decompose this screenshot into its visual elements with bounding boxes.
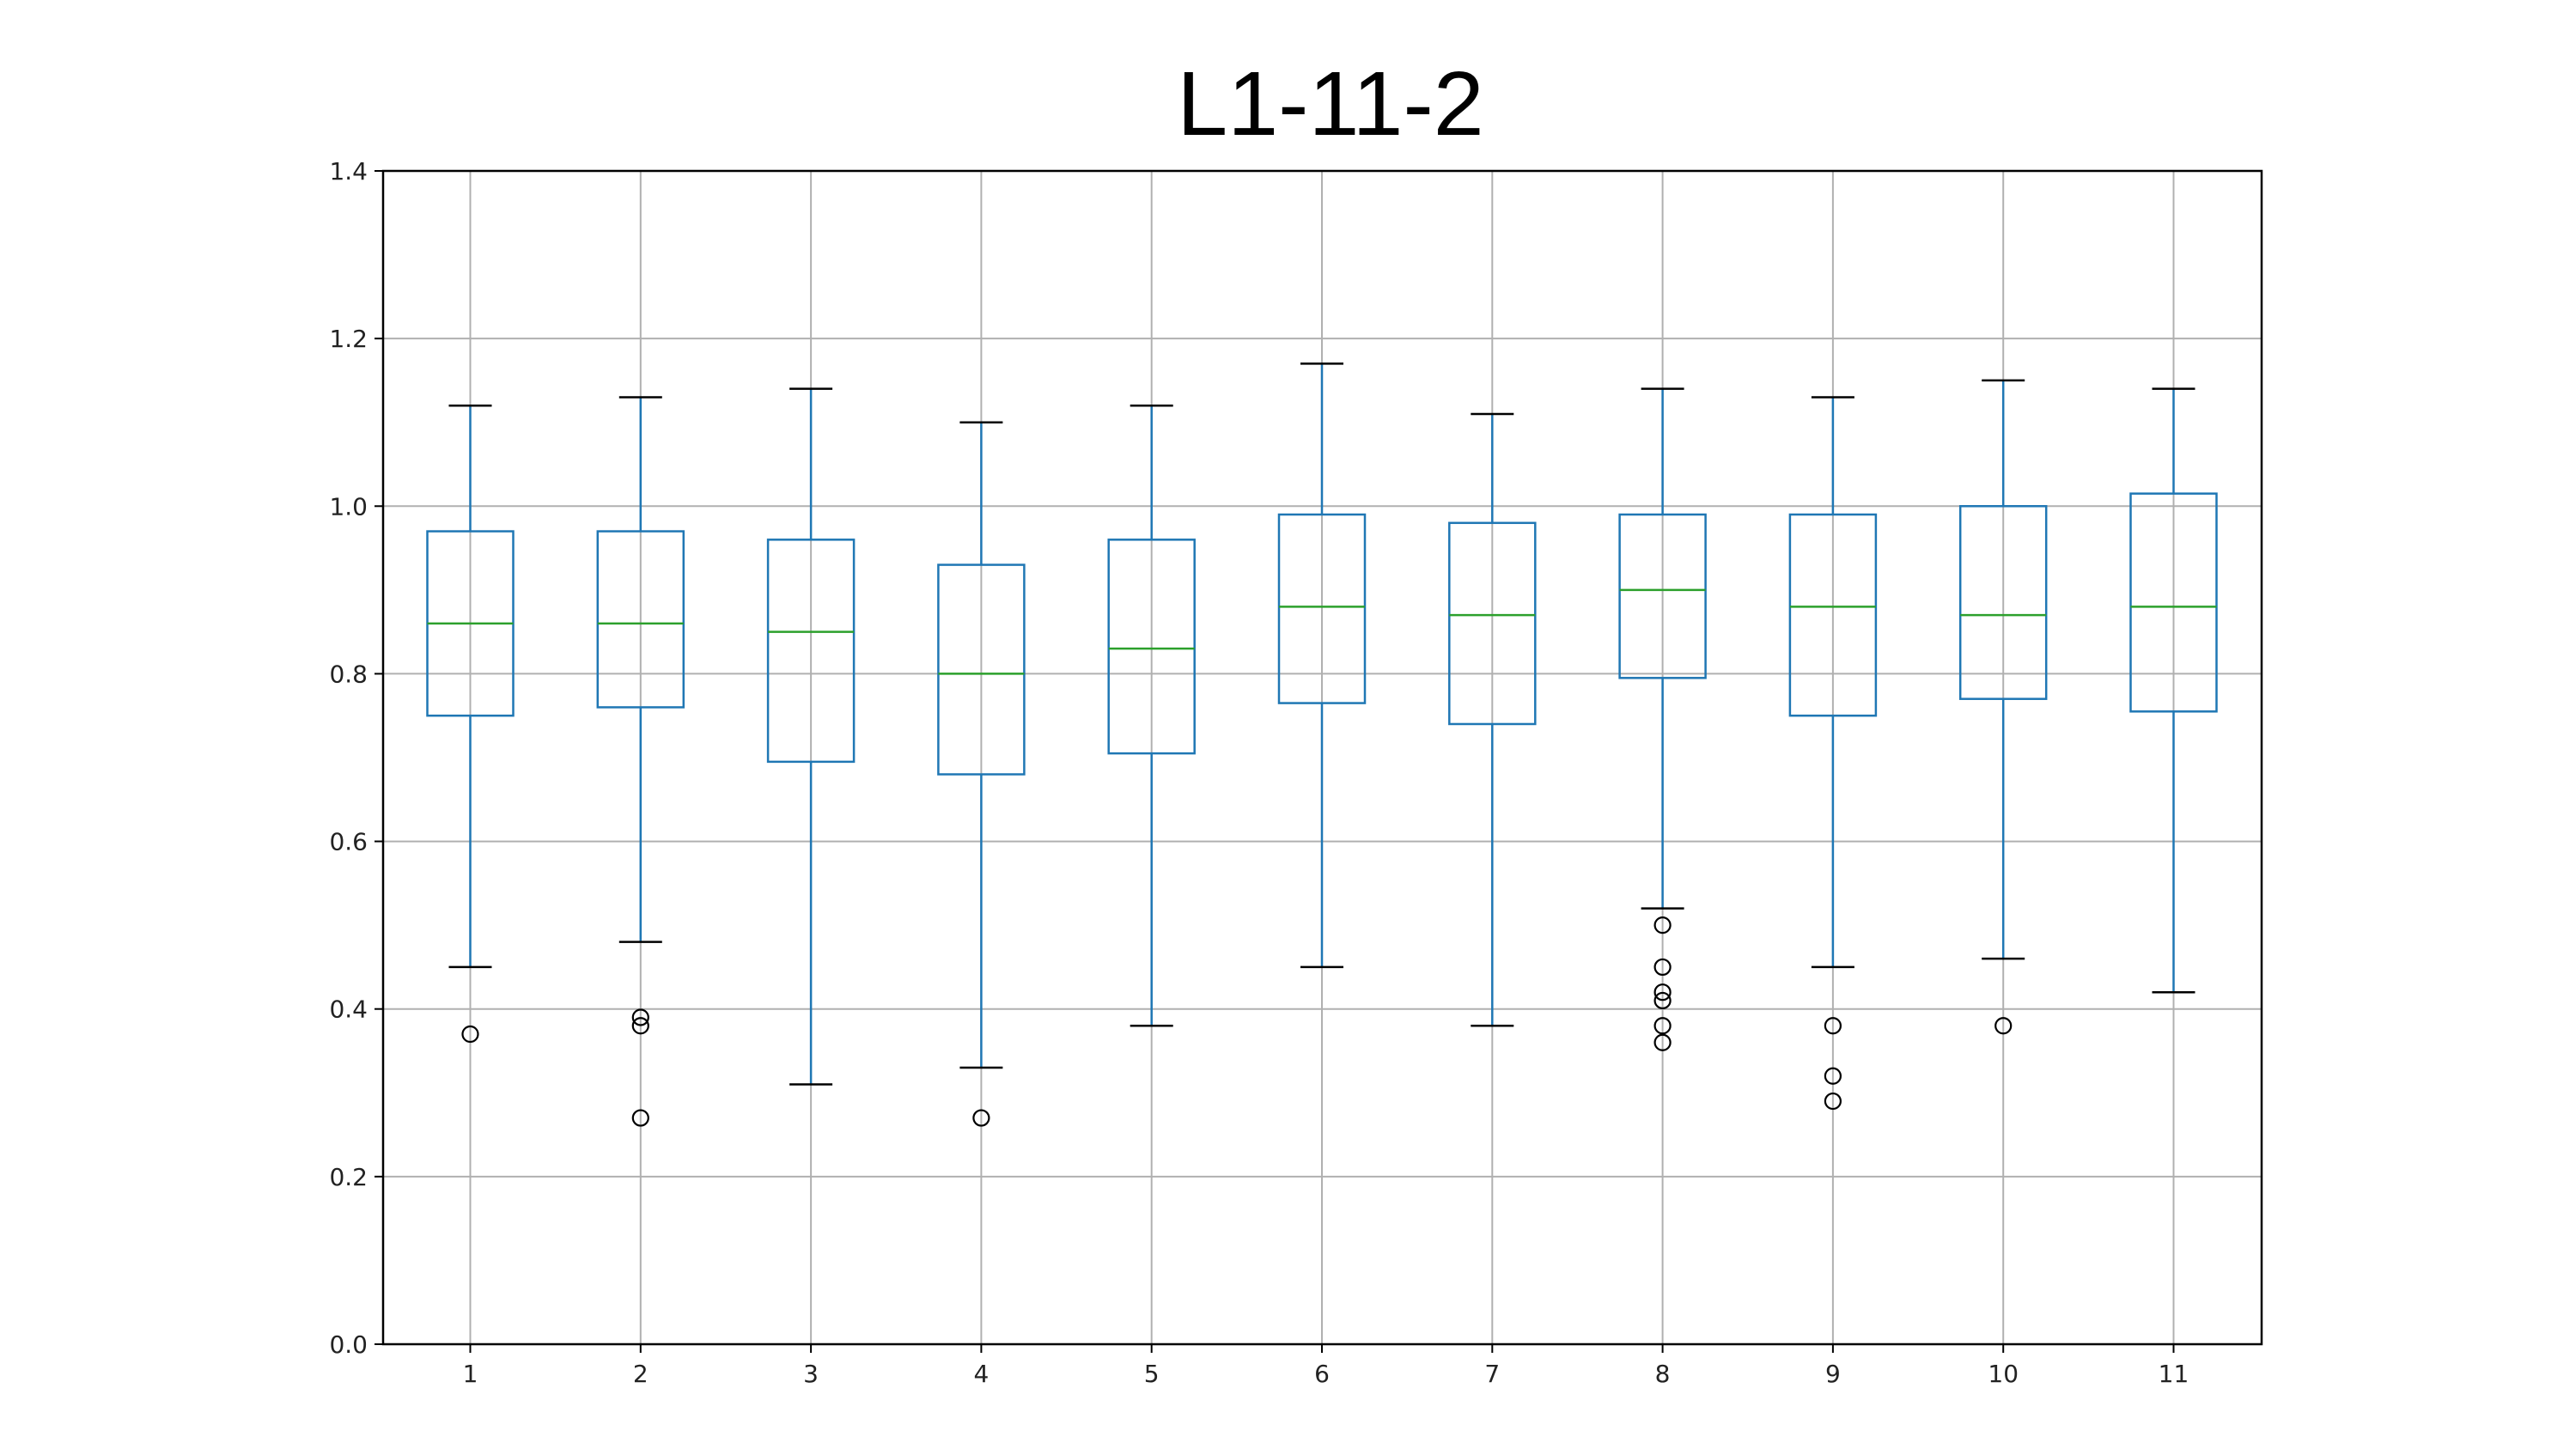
x-tick-label: 1 [463,1360,478,1388]
outlier-point [1824,1067,1842,1085]
iqr-box [1958,505,2048,700]
x-tick-label: 5 [1144,1360,1160,1388]
x-tick-label: 8 [1655,1360,1671,1388]
y-tick-label: 0.6 [329,828,368,856]
x-axis: 1 2 3 4 5 6 7 8 9 10 11 [463,1344,2189,1388]
iqr-box [937,563,1026,776]
y-tick-label: 1.4 [329,157,368,186]
outlier-point [461,1025,479,1044]
box-5 [1107,404,1196,1027]
box-9 [1788,396,1878,1111]
chart-title: L1-11-2 [1177,53,1484,155]
box-8 [1618,387,1707,1051]
box-7 [1448,412,1537,1027]
outlier-point [1653,1033,1672,1051]
iqr-box [1107,539,1196,755]
outlier-point [1824,1017,1842,1035]
iqr-box [1788,513,1878,717]
box-10 [1958,379,2048,1035]
x-tick-label: 2 [633,1360,649,1388]
iqr-box [2129,492,2218,713]
x-tick-label: 4 [973,1360,989,1388]
box-3 [766,387,856,1086]
outlier-point [1653,991,1672,1010]
box-11 [2129,387,2218,994]
x-tick-label: 6 [1314,1360,1330,1388]
outlier-point [631,1017,649,1035]
box-1 [426,404,515,1044]
outlier-point [1824,1092,1842,1111]
x-tick-label: 10 [1988,1360,2019,1388]
x-tick-label: 3 [803,1360,819,1388]
y-tick-label: 1.2 [329,325,368,353]
x-tick-label: 11 [2159,1360,2189,1388]
x-tick-label: 9 [1825,1360,1841,1388]
box-series [426,362,2218,1127]
y-tick-label: 0.4 [329,995,368,1024]
y-tick-label: 0.2 [329,1163,368,1191]
y-axis: 0.0 0.2 0.4 0.6 0.8 1.0 1.2 1.4 [329,157,383,1359]
y-tick-label: 0.8 [329,660,368,688]
x-tick-label: 7 [1484,1360,1500,1388]
outlier-point [631,1008,649,1026]
outlier-point [1653,1017,1672,1035]
iqr-box [596,530,685,709]
y-tick-label: 0.0 [329,1330,368,1359]
box-6 [1277,362,1367,969]
outlier-point [1653,983,1672,1002]
y-tick-label: 1.0 [329,492,368,521]
outlier-point [972,1109,990,1127]
box-4 [937,421,1026,1127]
iqr-box [1618,513,1707,679]
outlier-point [631,1109,649,1127]
outlier-point [1653,916,1672,935]
iqr-box [1277,513,1367,704]
iqr-box [1448,521,1537,726]
box-2 [596,396,685,1127]
iqr-box [766,539,856,764]
outlier-point [1994,1017,2013,1035]
outlier-point [1653,958,1672,977]
